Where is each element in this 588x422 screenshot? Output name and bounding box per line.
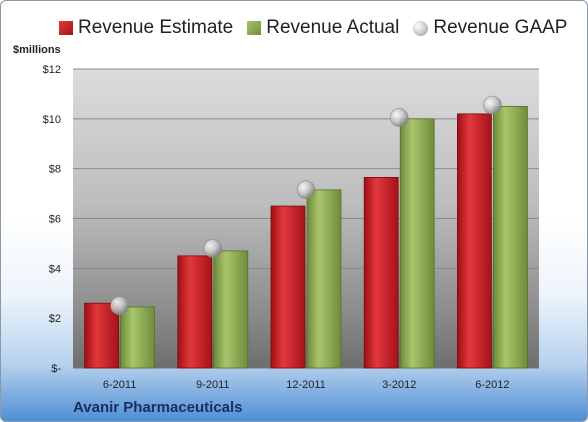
y-tick-label: $10	[43, 114, 61, 126]
bar-estimate	[270, 205, 306, 369]
point-gaap	[110, 296, 129, 316]
bar-estimate	[456, 113, 492, 369]
x-tick-label: 12-2011	[286, 379, 326, 391]
y-tick-label: $2	[49, 313, 61, 325]
x-tick-label: 6-2011	[103, 379, 136, 391]
legend-label-actual: Revenue Actual	[266, 17, 400, 38]
point-gaap	[389, 108, 409, 127]
legend-label-estimate: Revenue Estimate	[78, 17, 234, 38]
y-tick-label: $6	[49, 214, 61, 226]
gaap-points	[110, 95, 502, 316]
bar-actual	[306, 189, 342, 369]
legend-swatch-gaap	[413, 20, 429, 36]
x-tick-label: 9-2011	[196, 379, 229, 391]
bar-actual	[492, 105, 528, 369]
x-tick-label: 6-2012	[475, 379, 509, 391]
legend: Revenue Estimate Revenue Actual Revenue …	[59, 17, 581, 39]
bars	[84, 105, 528, 369]
point-gaap	[203, 239, 223, 258]
company-name: Avanir Pharmaceuticals	[73, 399, 243, 416]
y-tick-label: $-	[51, 363, 61, 375]
y-tick-label: $12	[43, 64, 61, 76]
point-gaap	[296, 180, 316, 200]
y-tick-labels: $- $2 $4 $6 $8 $10 $12	[43, 64, 62, 375]
legend-item-estimate: Revenue Estimate	[59, 17, 233, 39]
bar-estimate	[84, 302, 119, 369]
point-gaap	[483, 95, 502, 115]
bar-actual	[120, 306, 155, 369]
y-tick-label: $8	[49, 164, 61, 176]
legend-swatch-estimate	[59, 21, 73, 35]
bar-estimate	[363, 176, 399, 369]
legend-label-gaap: Revenue GAAP	[433, 17, 568, 38]
x-tick-label: 3-2012	[382, 379, 416, 391]
legend-item-gaap: Revenue GAAP	[413, 17, 567, 39]
legend-swatch-actual	[247, 21, 262, 35]
bar-estimate	[177, 255, 213, 369]
y-tick-label: $4	[49, 263, 61, 275]
bar-actual	[213, 250, 249, 369]
x-tick-labels: 6-2011 9-2011 12-2011 3-2012 6-2012	[103, 379, 510, 391]
bar-actual	[399, 118, 435, 369]
legend-item-actual: Revenue Actual	[247, 17, 399, 39]
y-axis-label: $millions	[13, 44, 61, 56]
